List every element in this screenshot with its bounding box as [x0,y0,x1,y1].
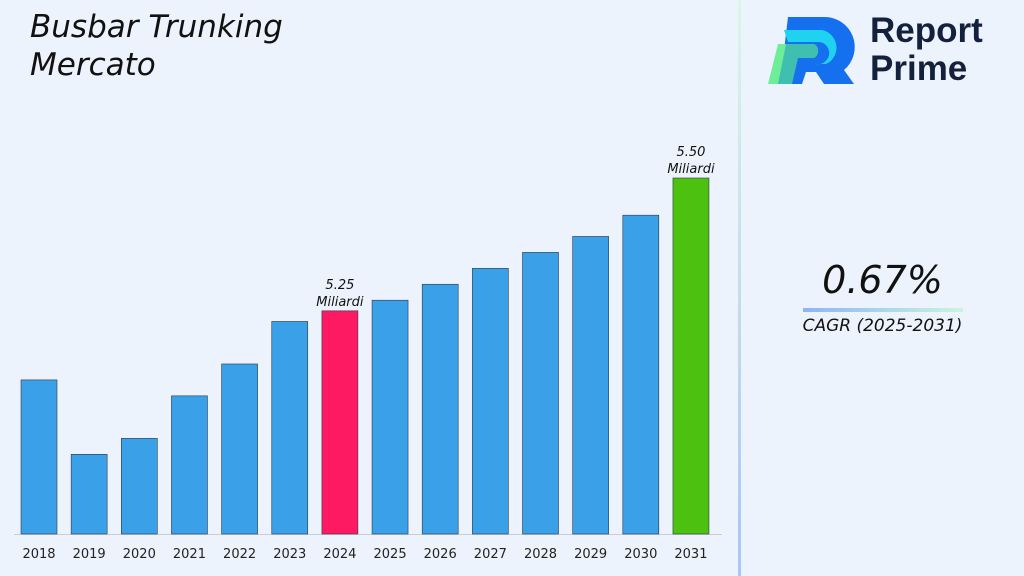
bar-2027 [472,268,509,535]
bar-2022 [221,363,258,535]
chart-title-line-1: Busbar Trunking [30,9,283,45]
bar-2018 [20,379,58,535]
logo-text: Report Prime [870,12,983,88]
bar-2028 [522,252,559,535]
x-tick-label: 2021 [173,547,206,562]
x-tick-label: 2025 [374,547,407,562]
x-tick-label: 2024 [323,547,356,562]
cagr-label: CAGR (2025-2031) [802,316,963,336]
data-label-unit: Miliardi [667,162,715,177]
bar-2024 [321,310,359,535]
bar-2026 [421,283,459,535]
bar-2020 [121,438,158,535]
cagr-value: 0.67% [822,258,943,302]
bar-2023 [271,321,309,535]
x-tick-label: 2031 [674,547,707,562]
bar-2029 [572,236,609,535]
bar-chart: 2018 2019 2020 2021 2022 2023 2024 2025 2026 2027… [14,145,722,562]
x-tick-label: 2022 [223,547,256,562]
chart-title: Busbar Trunking Mercato [30,8,283,84]
bar-2025 [371,299,409,535]
x-tick-label: 2030 [624,547,657,562]
logo-text-line-1: Report [870,11,983,50]
chart-title-line-2: Mercato [30,47,156,83]
bar-2030 [622,214,660,535]
divider [738,0,741,576]
x-tick-label: 2029 [574,547,607,562]
x-tick-label: 2026 [424,547,457,562]
x-tick-label: 2023 [273,547,306,562]
x-tick-label: 2020 [123,547,156,562]
data-label-value: 5.25 [325,278,354,293]
x-tick-label: 2027 [474,547,507,562]
data-label-value: 5.50 [676,145,705,160]
x-tick-label: 2028 [524,547,557,562]
report-prime-logo-icon [768,16,855,84]
data-label-unit: Miliardi [316,295,364,310]
bar-2019 [70,453,108,535]
bar-2021 [171,395,208,535]
bar-2031 [672,177,710,535]
logo-text-line-2: Prime [870,49,968,88]
cagr-underline [803,308,963,312]
x-tick-label: 2019 [73,547,106,562]
x-tick-label: 2018 [22,547,55,562]
